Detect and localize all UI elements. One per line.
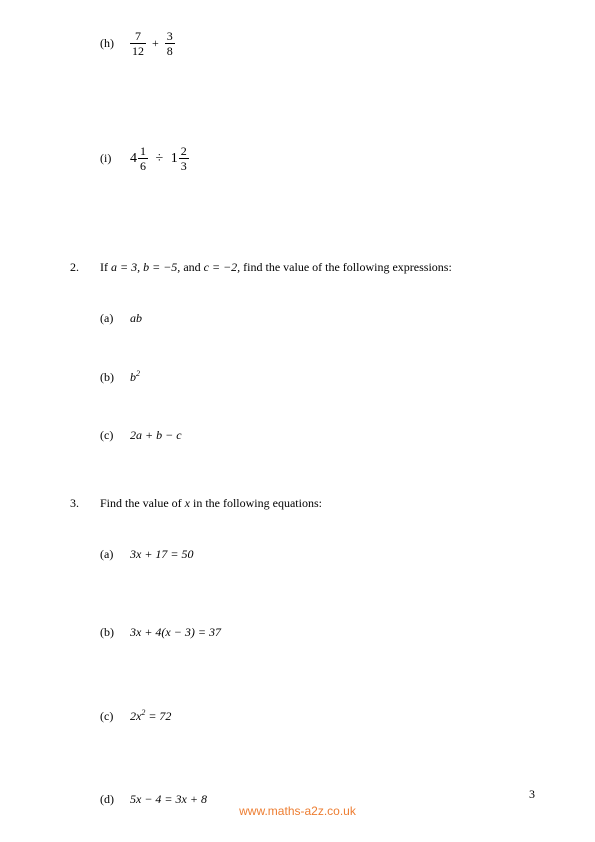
question-1i: (i) 4 1 6 ÷ 1 2 3 [70,145,525,172]
question-2: 2. If a = 3, b = −5, and c = −2, find th… [70,260,525,275]
question-3a: (a) 3x + 17 = 50 [70,547,525,562]
label-1i: (i) [100,151,130,166]
whole-1i-1: 4 [130,151,137,167]
fraction-1i-1: 1 6 [138,145,148,172]
expr-2b: b2 [130,369,525,385]
num-3: 3. [70,496,100,511]
page-number: 3 [529,787,535,802]
question-3c: (c) 2x2 = 72 [70,708,525,724]
footer-link: www.maths-a2z.co.uk [0,804,595,818]
question-2b: (b) b2 [70,369,525,385]
question-2c: (c) 2a + b − c [70,428,525,443]
expr-3c: 2x2 = 72 [130,708,525,724]
label-1h: (h) [100,36,130,51]
fraction-1h-2: 3 8 [165,30,175,57]
label-3b: (b) [100,625,130,640]
whole-1i-2: 1 [171,151,178,167]
question-1h: (h) 7 12 + 3 8 [70,30,525,57]
label-2a: (a) [100,311,130,326]
operator-1i: ÷ [156,151,164,166]
question-3b: (b) 3x + 4(x − 3) = 37 [70,625,525,640]
fraction-1h-1: 7 12 [130,30,146,57]
question-3: 3. Find the value of x in the following … [70,496,525,511]
expr-2a: ab [130,311,525,326]
label-2b: (b) [100,370,130,385]
label-2c: (c) [100,428,130,443]
fraction-1i-2: 2 3 [179,145,189,172]
label-3a: (a) [100,547,130,562]
question-2a: (a) ab [70,311,525,326]
expr-3b: 3x + 4(x − 3) = 37 [130,625,525,640]
label-3c: (c) [100,709,130,724]
operator-1h: + [152,36,159,50]
expr-3a: 3x + 17 = 50 [130,547,525,562]
num-2: 2. [70,260,100,275]
expr-2c: 2a + b − c [130,428,525,443]
